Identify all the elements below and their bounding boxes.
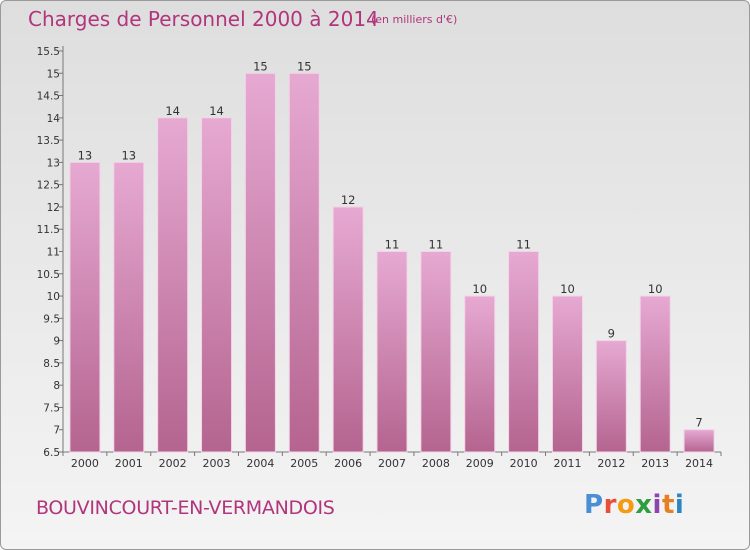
y-tick-label: 13: [47, 157, 60, 169]
x-tick-label: 2004: [246, 457, 274, 470]
y-tick-label: 14.5: [37, 91, 60, 103]
bar-2008: [420, 251, 452, 453]
bar-2003: [201, 117, 233, 453]
value-label: 11: [429, 238, 444, 252]
bar-2009: [464, 295, 496, 453]
y-tick-label: 7: [53, 425, 60, 437]
y-tick-label: 13.5: [37, 135, 60, 147]
bar-2005: [288, 72, 320, 453]
logo-letter: t: [661, 490, 675, 520]
x-tick-label: 2002: [159, 457, 187, 470]
value-label: 11: [385, 238, 400, 252]
commune-name: BOUVINCOURT-EN-VERMANDOIS: [36, 497, 335, 519]
x-tick-label: 2010: [510, 457, 538, 470]
x-tick-label: 2005: [290, 457, 318, 470]
value-label: 10: [472, 282, 487, 296]
x-tick-label: 2007: [378, 457, 406, 470]
bar-2004: [244, 72, 276, 453]
chart-title: Charges de Personnel 2000 à 2014: [28, 7, 379, 31]
value-label: 15: [253, 59, 268, 73]
x-tick-label: 2009: [466, 457, 494, 470]
y-tick-label: 12: [47, 202, 60, 214]
y-tick-label: 12.5: [37, 180, 60, 192]
value-label: 12: [341, 193, 356, 207]
y-tick-label: 9.5: [43, 313, 60, 325]
logo-letter: r: [603, 490, 617, 520]
value-label: 10: [560, 282, 575, 296]
x-tick-label: 2012: [597, 457, 625, 470]
y-tick-label: 15.5: [37, 46, 60, 58]
bar-2002: [157, 117, 189, 453]
y-tick-label: 10.5: [37, 269, 60, 281]
value-label: 15: [297, 59, 312, 73]
bar-2000: [69, 161, 101, 453]
chart-subtitle: (en milliers d'€): [371, 13, 458, 26]
value-label: 7: [695, 416, 702, 430]
y-tick-label: 14: [47, 113, 61, 125]
y-tick-label: 10: [47, 291, 60, 303]
y-tick-label: 11.5: [37, 224, 60, 236]
x-tick-label: 2006: [334, 457, 362, 470]
logo-letter: i: [652, 490, 662, 520]
x-tick-label: 2013: [641, 457, 669, 470]
x-tick-label: 2001: [115, 457, 143, 470]
value-label: 14: [165, 104, 180, 118]
y-tick-label: 11: [47, 247, 60, 259]
proxiti-logo[interactable]: Proxiti: [584, 490, 684, 520]
logo-letter: P: [584, 490, 604, 520]
value-label: 9: [608, 327, 615, 341]
bar-2001: [113, 161, 145, 453]
y-tick-label: 7.5: [43, 402, 60, 414]
bar-2010: [508, 251, 540, 453]
value-label: 14: [209, 104, 224, 118]
bar-2012: [595, 340, 627, 453]
x-tick-label: 2003: [203, 457, 231, 470]
value-label: 13: [121, 148, 136, 162]
logo-letter: x: [635, 490, 653, 520]
x-tick-label: 2008: [422, 457, 450, 470]
y-tick-label: 6.5: [43, 447, 60, 459]
bar-2014: [683, 429, 715, 453]
x-tick-label: 2014: [685, 457, 713, 470]
value-label: 11: [516, 238, 531, 252]
y-tick-label: 8: [53, 380, 60, 392]
bar-2013: [639, 295, 671, 453]
bar-2007: [376, 251, 408, 453]
value-label: 10: [648, 282, 663, 296]
y-tick-label: 8.5: [43, 358, 60, 370]
x-tick-label: 2011: [553, 457, 581, 470]
bar-2011: [551, 295, 583, 453]
x-tick-label: 2000: [71, 457, 99, 470]
value-label: 13: [78, 148, 93, 162]
y-tick-label: 15: [47, 68, 60, 80]
logo-letter: i: [674, 490, 685, 520]
logo-letter: o: [616, 490, 636, 520]
bar-2006: [332, 206, 364, 453]
y-tick-label: 9: [53, 336, 60, 348]
